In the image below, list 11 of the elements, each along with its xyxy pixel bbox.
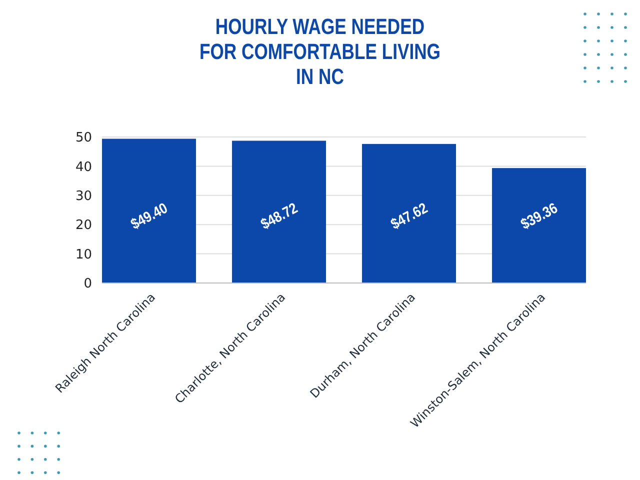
bar: [362, 144, 456, 283]
y-tick-label: 40: [75, 160, 92, 175]
y-tick-label: 10: [75, 247, 92, 262]
bar: [102, 138, 196, 283]
bar: [492, 168, 586, 283]
y-tick-label: 0: [84, 276, 92, 292]
y-tick-label: 50: [75, 130, 92, 146]
y-tick-label: 20: [75, 218, 92, 234]
chart-title: HOURLY WAGE NEEDED FOR COMFORTABLE LIVING IN NC: [200, 15, 440, 90]
y-tick-label: 30: [75, 188, 92, 204]
bar: [232, 140, 326, 283]
